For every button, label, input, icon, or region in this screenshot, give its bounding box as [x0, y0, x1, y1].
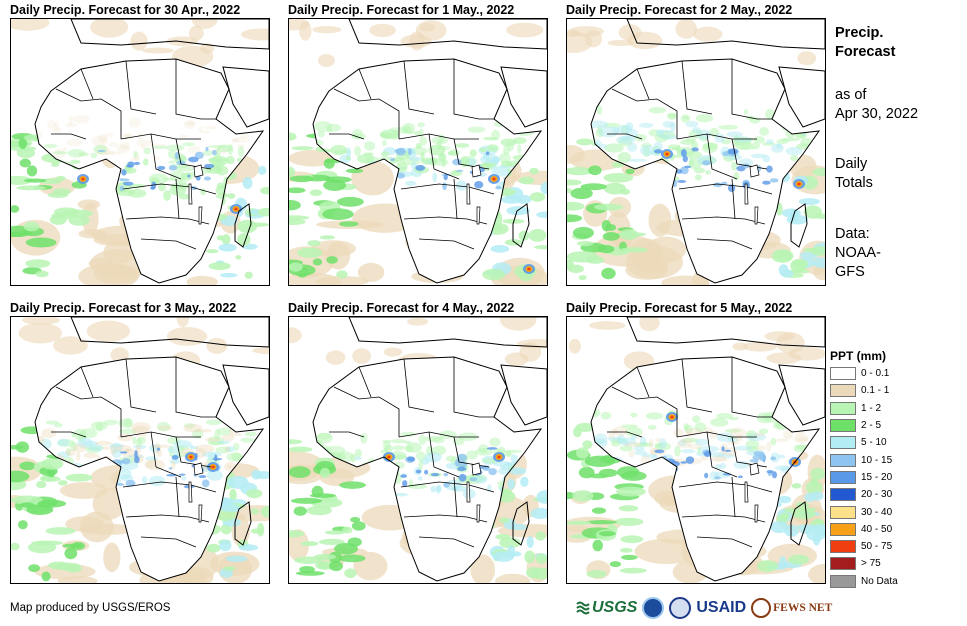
legend-swatch — [830, 470, 856, 484]
forecast-map — [566, 18, 826, 286]
legend-item: No Data — [830, 573, 960, 590]
usaid-seal-icon — [669, 597, 692, 619]
as-of-date: Apr 30, 2022 — [835, 106, 919, 122]
legend-item: > 75 — [830, 555, 960, 572]
legend-swatch — [830, 419, 856, 433]
usgs-text: USGS — [592, 599, 638, 616]
panel-title: Daily Precip. Forecast for 4 May., 2022 — [288, 301, 515, 315]
legend-swatch — [830, 401, 856, 415]
legend-label: 10 - 15 — [861, 454, 893, 466]
legend-item: 10 - 15 — [830, 451, 960, 468]
africa-map-svg — [289, 19, 547, 285]
info-sidebar: Precip. Forecast as of Apr 30, 2022 Dail… — [835, 24, 963, 282]
africa-map-svg — [11, 317, 269, 583]
legend-item: 2 - 5 — [830, 417, 960, 434]
africa-map-svg — [11, 19, 269, 285]
legend-swatch — [830, 522, 856, 536]
panel-title: Daily Precip. Forecast for 5 May., 2022 — [566, 301, 793, 315]
panel-title: Daily Precip. Forecast for 2 May., 2022 — [566, 3, 793, 17]
legend-item: 1 - 2 — [830, 400, 960, 417]
legend-item: 0 - 0.1 — [830, 365, 960, 382]
legend-swatch — [830, 384, 856, 398]
usaid-logo: USAID — [696, 599, 746, 617]
credit-text: Map produced by USGS/EROS — [10, 602, 171, 614]
legend-swatch — [830, 453, 856, 467]
forecast-map — [10, 316, 270, 584]
legend-label: 0.1 - 1 — [861, 385, 890, 397]
fews-globe-icon — [751, 598, 772, 618]
legend-item: 40 - 50 — [830, 521, 960, 538]
legend-label: 0 - 0.1 — [861, 368, 890, 380]
legend-item: 15 - 20 — [830, 469, 960, 486]
forecast-map — [10, 18, 270, 286]
forecast-map — [288, 18, 548, 286]
africa-map-svg — [567, 317, 825, 583]
noaa-logo-icon — [642, 597, 665, 619]
legend-item: 30 - 40 — [830, 503, 960, 520]
legend-label: No Data — [861, 575, 898, 587]
legend-label: 1 - 2 — [861, 402, 882, 414]
sidebar-title-line2: Forecast — [835, 44, 896, 60]
logo-strip: USGS USAID FEWS NET — [576, 594, 832, 622]
as-of-label: as of — [835, 87, 867, 103]
panel-title: Daily Precip. Forecast for 3 May., 2022 — [10, 301, 237, 315]
totals-line2: Totals — [835, 175, 873, 191]
legend-label: 30 - 40 — [861, 506, 893, 518]
legend-label: 5 - 10 — [861, 437, 887, 449]
fews-net-logo: FEWS NET — [751, 598, 832, 618]
legend-label: 50 - 75 — [861, 541, 893, 553]
legend-label: 15 - 20 — [861, 471, 893, 483]
legend-title: PPT (mm) — [830, 349, 887, 363]
usgs-wave-icon — [576, 601, 590, 615]
africa-map-svg — [289, 317, 547, 583]
precip-legend: PPT (mm) 0 - 0.1 0.1 - 1 1 - 2 2 - 5 5 - 10 1… — [830, 347, 960, 590]
panel-title: Daily Precip. Forecast for 30 Apr., 2022 — [10, 3, 241, 17]
forecast-map — [566, 316, 826, 584]
legend-label: 40 - 50 — [861, 523, 893, 535]
legend-swatch — [830, 574, 856, 588]
legend-swatch — [830, 557, 856, 571]
legend-item: 20 - 30 — [830, 486, 960, 503]
legend-item: 0.1 - 1 — [830, 382, 960, 399]
data-source-line3: GFS — [835, 264, 865, 280]
usaid-text: USAID — [696, 599, 747, 616]
africa-map-svg — [567, 19, 825, 285]
legend-swatch — [830, 540, 856, 554]
legend-label: 2 - 5 — [861, 420, 882, 432]
legend-swatch — [830, 505, 856, 519]
sidebar-title-line1: Precip. — [835, 25, 884, 41]
legend-swatch — [830, 367, 856, 381]
legend-label: 20 - 30 — [861, 489, 893, 501]
usgs-logo: USGS — [576, 599, 637, 617]
forecast-map — [288, 316, 548, 584]
legend-label: > 75 — [861, 558, 881, 570]
fews-text: FEWS NET — [773, 602, 833, 614]
data-source-line1: Data: — [835, 226, 870, 242]
totals-line1: Daily — [835, 156, 868, 172]
data-source-line2: NOAA- — [835, 245, 881, 261]
legend-item: 5 - 10 — [830, 434, 960, 451]
panel-title: Daily Precip. Forecast for 1 May., 2022 — [288, 3, 515, 17]
legend-item: 50 - 75 — [830, 538, 960, 555]
legend-swatch — [830, 436, 856, 450]
legend-swatch — [830, 488, 856, 502]
